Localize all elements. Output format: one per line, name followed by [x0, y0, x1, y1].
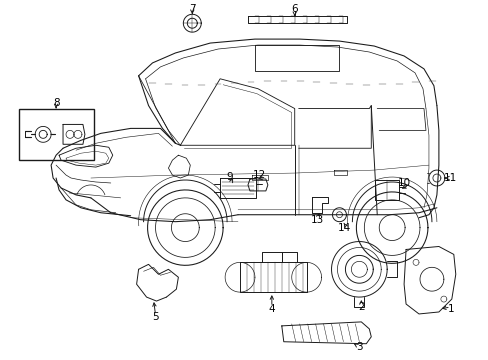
Text: 14: 14	[337, 222, 350, 233]
Text: 6: 6	[291, 4, 297, 14]
Text: 4: 4	[268, 304, 275, 314]
Text: 13: 13	[310, 215, 324, 225]
Text: 3: 3	[355, 342, 362, 352]
Text: 12: 12	[253, 170, 266, 180]
Bar	[19, 109, 94, 160]
Text: 1: 1	[447, 304, 453, 314]
Text: 11: 11	[443, 173, 456, 183]
Text: 10: 10	[397, 178, 410, 188]
Text: 5: 5	[152, 312, 159, 322]
Text: 9: 9	[226, 172, 233, 182]
Text: 2: 2	[357, 302, 364, 312]
Text: 7: 7	[188, 4, 195, 14]
Text: 8: 8	[53, 98, 59, 108]
